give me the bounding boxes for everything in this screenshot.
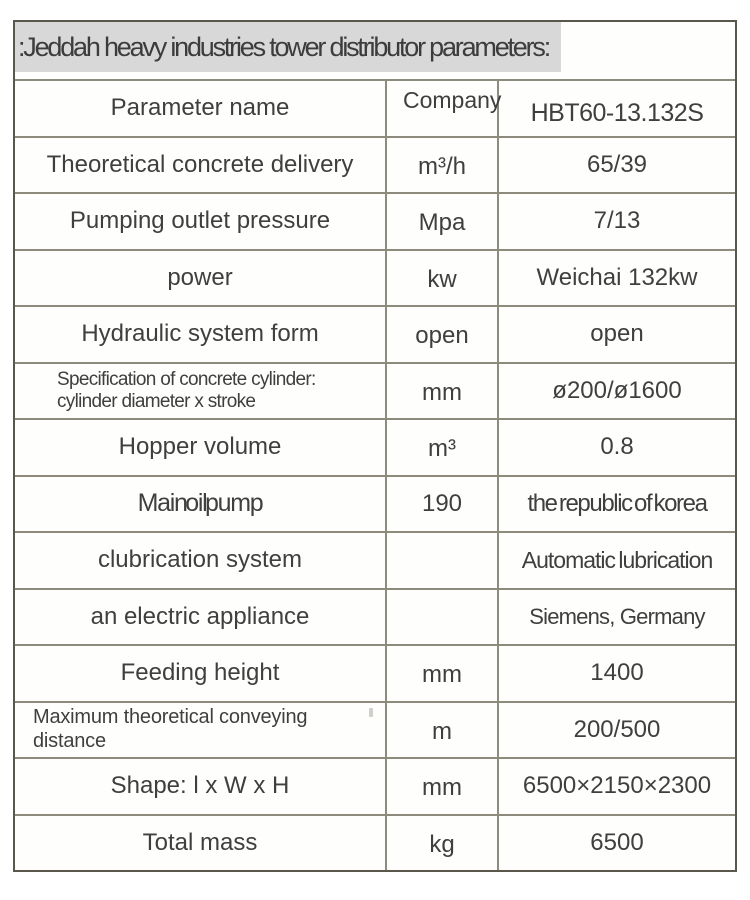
param-name-cell: clubrication system	[97, 546, 303, 574]
param-name-cell: power	[167, 263, 233, 291]
param-name-cell: Feeding height	[120, 659, 280, 687]
header-model: HBT60-13.132S	[497, 81, 735, 136]
unit-cell: 190	[385, 476, 497, 531]
param-name-cell: an electric appliance	[90, 602, 310, 630]
table-row: Shape: l x W x H mm 6500×2150×2300	[15, 757, 735, 814]
header-parameter-name: Parameter name	[110, 94, 290, 122]
value-cell: Weichai 132kw	[497, 250, 735, 305]
unit-cell: mm	[385, 759, 497, 814]
param-name-cell: Hydraulic system form	[81, 320, 319, 348]
value-cell: the republic of korea	[497, 476, 735, 531]
table-row: Total mass kg 6500	[15, 813, 735, 870]
value-cell: Automatic lubrication	[497, 533, 735, 588]
spec-table: :Jeddah heavy industries tower distribut…	[13, 20, 737, 872]
unit-cell: m	[385, 702, 497, 757]
table-row: Feeding height mm 1400	[15, 644, 735, 701]
unit-cell: mm	[385, 646, 497, 701]
stray-mark	[369, 708, 373, 717]
param-name-cell: Theoretical concrete delivery	[46, 150, 354, 178]
table-row: Hopper volume m³ 0.8	[15, 418, 735, 475]
unit-cell	[385, 533, 497, 588]
table-title-row: :Jeddah heavy industries tower distribut…	[15, 22, 735, 79]
value-cell: 200/500	[497, 702, 735, 757]
unit-cell: kg	[385, 815, 497, 870]
unit-cell: open	[385, 307, 497, 362]
param-name-cell: Shape: l x W x H	[110, 772, 290, 800]
unit-cell	[385, 589, 497, 644]
table-row: clubrication system Automatic lubricatio…	[15, 531, 735, 588]
param-name-cell: Hopper volume	[118, 433, 282, 461]
header-company: Company	[385, 81, 501, 136]
param-name-cell: Main oil pump	[137, 489, 264, 518]
param-name-cell: Specification of concrete cylinder: cyli…	[57, 369, 316, 412]
value-cell: 1400	[497, 646, 735, 701]
table-row: power kw Weichai 132kw	[15, 248, 735, 305]
value-cell: 7/13	[497, 194, 735, 249]
param-name-cell: Pumping outlet pressure	[69, 207, 331, 235]
value-cell: 6500×2150×2300	[497, 759, 735, 814]
table-row: an electric appliance Siemens, Germany	[15, 587, 735, 644]
param-name-cell: Total mass	[142, 828, 258, 856]
table-row: Pumping outlet pressure Mpa 7/13	[15, 192, 735, 249]
table-row: Specification of concrete cylinder: cyli…	[15, 361, 735, 418]
value-cell: 6500	[497, 815, 735, 870]
table-row: Maximum theoretical conveying distance m…	[15, 700, 735, 757]
unit-cell: kw	[385, 250, 497, 305]
unit-cell: m³	[385, 420, 497, 475]
header-row: Parameter name Company HBT60-13.132S	[15, 79, 735, 136]
param-name-cell: Maximum theoretical conveying distance	[33, 706, 308, 752]
table-row: Theoretical concrete delivery m³/h 65/39	[15, 135, 735, 192]
unit-cell: m³/h	[385, 137, 497, 192]
value-cell: 65/39	[497, 137, 735, 192]
value-cell: 0.8	[497, 420, 735, 475]
value-cell: Siemens, Germany	[497, 589, 735, 644]
value-cell: open	[497, 307, 735, 362]
table-title: :Jeddah heavy industries tower distribut…	[15, 22, 562, 72]
unit-cell: mm	[385, 363, 497, 418]
value-cell: ø200/ø1600	[497, 363, 735, 418]
unit-cell: Mpa	[385, 194, 497, 249]
table-row: Main oil pump 190 the republic of korea	[15, 474, 735, 531]
table-row: Hydraulic system form open open	[15, 305, 735, 362]
